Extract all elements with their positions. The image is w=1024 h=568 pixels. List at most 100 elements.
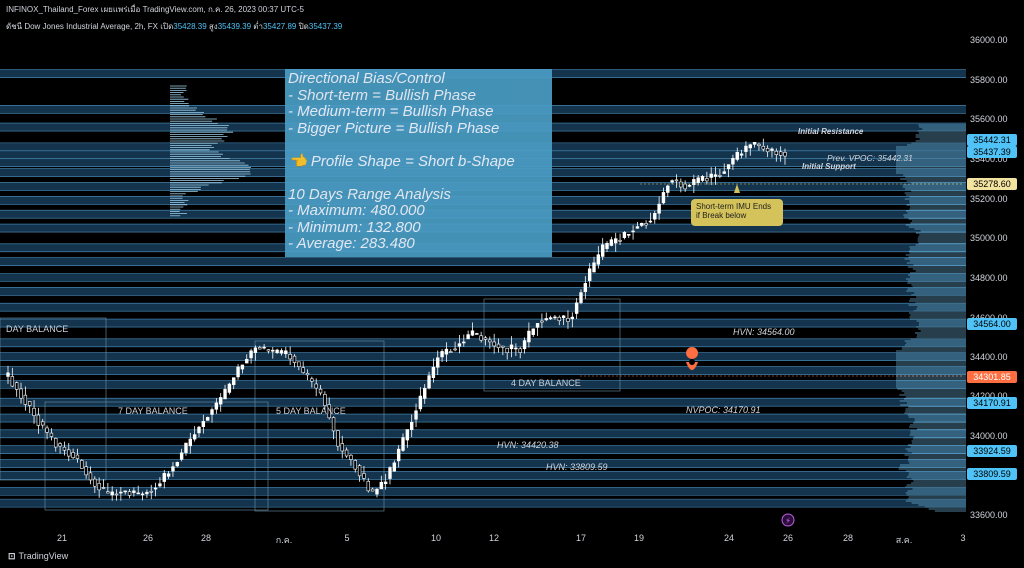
candle-body	[219, 397, 222, 404]
candle-body	[128, 492, 131, 496]
candle-body	[367, 481, 370, 491]
candle-body	[354, 460, 357, 469]
volume-band	[0, 430, 966, 438]
candle-body	[341, 444, 344, 451]
candle-body	[771, 149, 774, 150]
x-tick-label: 17	[576, 533, 586, 543]
info-line: 👈 Profile Shape = Short b-Shape	[288, 154, 549, 171]
candle-body	[714, 175, 717, 177]
level-label: Initial Resistance	[798, 127, 863, 136]
candle-body	[428, 376, 431, 388]
candle-body	[98, 483, 101, 490]
candle-body	[497, 344, 500, 348]
info-line	[288, 137, 549, 154]
info-line: - Bigger Picture = Bullish Phase	[288, 121, 549, 138]
info-line: - Short-term = Bullish Phase	[288, 88, 549, 105]
candle-body	[554, 317, 557, 318]
candle-body	[402, 438, 405, 451]
volume-band	[0, 258, 966, 266]
x-tick-label: 3	[960, 533, 965, 543]
current-price-tag: 34301.85	[967, 371, 1017, 383]
candle-body	[536, 323, 539, 327]
callout-line: if Break below	[696, 211, 778, 220]
candle-body	[541, 321, 544, 322]
candle-body	[762, 146, 765, 149]
candle-body	[558, 317, 561, 320]
candle-body	[718, 175, 721, 176]
svg-text:⚡: ⚡	[785, 517, 791, 526]
candle-body	[593, 263, 596, 272]
candle-body	[315, 384, 318, 388]
y-tick-label: 35000.00	[970, 233, 1008, 243]
candle-body	[745, 146, 748, 152]
candle-body	[276, 350, 279, 353]
high-label: สูง	[209, 22, 218, 31]
balance-label: 5 DAY BALANCE	[276, 406, 346, 416]
candle-body	[176, 462, 179, 466]
candle-body	[475, 333, 478, 334]
candle-body	[106, 492, 109, 493]
balance-label: DAY BALANCE	[6, 324, 68, 334]
price-tag: 35442.31	[967, 134, 1017, 146]
candle-body	[371, 489, 374, 491]
candle-body	[206, 417, 209, 420]
y-tick-label: 35600.00	[970, 114, 1008, 124]
candle-body	[146, 492, 149, 494]
candle-body	[523, 341, 526, 349]
candle-body	[211, 410, 214, 415]
candle-body	[501, 346, 504, 347]
candle-body	[614, 239, 617, 243]
candle-body	[484, 338, 487, 340]
candle-body	[562, 316, 565, 318]
candle-body	[675, 180, 678, 181]
candle-body	[267, 350, 270, 351]
volume-band	[0, 499, 966, 507]
candle-body	[297, 362, 300, 367]
candle-body	[76, 455, 79, 459]
candle-body	[397, 449, 400, 461]
y-tick-label: 34800.00	[970, 273, 1008, 283]
candle-body	[549, 318, 552, 319]
candle-body	[124, 491, 127, 492]
candle-body	[784, 152, 787, 156]
candle-body	[323, 394, 326, 405]
publisher-line: INFINOX_Thailand_Forex เผยแพร่เมื่อ Trad…	[6, 3, 304, 16]
y-tick-label: 34400.00	[970, 352, 1008, 362]
candle-body	[63, 447, 66, 450]
volume-band	[0, 460, 966, 468]
candle-body	[332, 418, 335, 431]
y-tick-label: 33600.00	[970, 510, 1008, 520]
candle-body	[215, 403, 218, 409]
candle-body	[237, 367, 240, 377]
candle-body	[46, 428, 49, 432]
balance-label: 4 DAY BALANCE	[511, 378, 581, 388]
candle-body	[345, 450, 348, 456]
footer-bar	[0, 548, 1024, 568]
candle-body	[736, 152, 739, 159]
candle-body	[627, 234, 630, 235]
candle-body	[488, 340, 491, 342]
candle-body	[519, 349, 522, 353]
candle-body	[141, 494, 144, 495]
price-tag: 34564.00	[967, 318, 1017, 330]
candle-body	[93, 479, 96, 486]
candle-body	[241, 365, 244, 369]
candle-body	[228, 384, 231, 392]
candle-body	[358, 466, 361, 476]
tradingview-logo[interactable]: ⊡ TradingView	[8, 551, 68, 562]
x-tick-label: 19	[634, 533, 644, 543]
volume-band	[0, 287, 966, 295]
lightning-icon[interactable]: ⚡	[782, 514, 794, 526]
candle-body	[254, 348, 257, 353]
candle-body	[350, 455, 353, 459]
candle-body	[458, 344, 461, 346]
x-tick-label: 28	[843, 533, 853, 543]
candle-body	[198, 427, 201, 433]
volume-band	[0, 380, 966, 388]
low-label: ต่ำ	[253, 22, 263, 31]
candle-body	[658, 204, 661, 213]
low-value: 35427.89	[263, 22, 296, 31]
candle-body	[653, 213, 656, 219]
info-line: Directional Bias/Control	[288, 71, 549, 88]
candle-body	[80, 460, 83, 468]
